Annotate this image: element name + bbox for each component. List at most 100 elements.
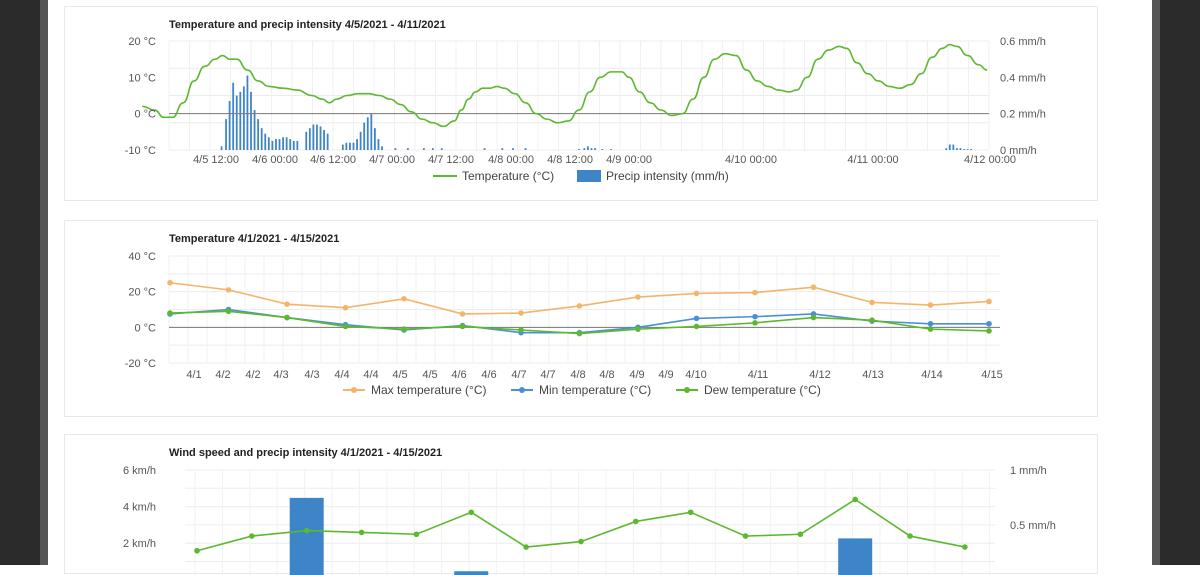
wind-speed-point — [523, 544, 529, 550]
right-window-border — [1152, 0, 1200, 565]
max-temperature-point — [635, 294, 641, 300]
x-axis-tick: 4/7 00:00 — [369, 154, 415, 166]
x-axis-tick: 4/3 — [273, 369, 288, 381]
precip-bar — [970, 149, 973, 150]
precip-bar — [275, 139, 277, 150]
precip-bar — [601, 149, 604, 150]
precip-bar — [257, 119, 260, 150]
y-axis-left-tick: 6 km/h — [123, 465, 156, 477]
x-axis-tick: 4/6 — [481, 369, 496, 381]
wind-speed-point — [962, 544, 968, 550]
y-axis-left-tick: 2 km/h — [123, 538, 156, 550]
x-axis-tick: 4/12 00:00 — [964, 154, 1016, 166]
x-axis-tick: 4/7 — [511, 369, 526, 381]
chart-temperature-range: Temperature 4/1/2021 - 4/15/2021 40 °C 20… — [125, 233, 1003, 397]
y-axis-left-tick: 0 °C — [134, 109, 156, 121]
precip-bar — [289, 497, 324, 575]
chart-title: Temperature 4/1/2021 - 4/15/2021 — [169, 233, 339, 245]
chart-legend: Temperature (°C) Precip intensity (mm/h) — [433, 169, 729, 183]
precip-bar — [312, 124, 315, 150]
x-axis-tick: 4/13 — [862, 369, 883, 381]
min-temperature-legend-marker — [519, 387, 525, 393]
x-axis-tick: 4/5 — [392, 369, 407, 381]
dew-temperature-point — [284, 314, 290, 321]
min-temperature-point — [752, 313, 758, 320]
precip-bar — [377, 139, 380, 150]
wind-speed-point — [907, 533, 913, 539]
dew-temperature-point — [401, 326, 407, 332]
y-axis-right-tick: 0.5 mm/h — [1010, 520, 1056, 532]
legend-max-label[interactable]: Max temperature (°C) — [371, 383, 487, 397]
precip-bar — [246, 75, 249, 150]
x-axis-tick: 4/7 12:00 — [428, 154, 474, 166]
legend-precip-label[interactable]: Precip intensity (mm/h) — [606, 169, 729, 183]
precip-bar — [345, 142, 348, 150]
dew-temperature-legend-marker — [684, 387, 690, 393]
precip-bar — [308, 128, 311, 150]
precip-bar — [323, 130, 325, 150]
max-temperature-point — [927, 302, 934, 308]
precip-bar — [285, 137, 288, 150]
max-temperature-point — [225, 287, 232, 293]
legend-dew-label[interactable]: Dew temperature (°C) — [704, 383, 821, 397]
x-axis-tick: 4/8 00:00 — [488, 154, 534, 166]
dew-temperature-point — [342, 323, 349, 330]
precip-bar — [952, 144, 955, 150]
precip-bar — [610, 149, 612, 150]
precip-bar — [267, 137, 270, 150]
max-temperature-point — [576, 303, 583, 309]
precip-bar — [253, 110, 256, 150]
precip-bar — [838, 538, 873, 575]
precip-bar — [289, 139, 292, 150]
chart-wind-precip: Wind speed and precip intensity 4/1/2021… — [123, 447, 1056, 575]
x-axis-tick: 4/5 — [422, 369, 437, 381]
x-axis-tick: 4/3 — [304, 369, 319, 381]
x-axis-tick: 4/4 — [363, 369, 378, 381]
precip-bar — [319, 126, 322, 150]
temperature-series-line — [142, 43, 988, 128]
y-axis-tick: 20 °C — [128, 287, 156, 299]
x-axis-tick: 4/14 — [921, 369, 942, 381]
precip-bar — [363, 122, 366, 150]
y-axis-right-tick: 0.4 mm/h — [1000, 72, 1046, 84]
x-axis-tick: 4/1 — [186, 369, 201, 381]
chart-panel-wind-precip: Wind speed and precip intensity 4/1/2021… — [64, 434, 1098, 575]
dew-temperature-point — [518, 327, 524, 333]
max-temperature-point — [752, 289, 758, 296]
precip-bar — [959, 148, 962, 150]
x-axis-tick: 4/11 00:00 — [847, 154, 898, 166]
legend-precip-swatch — [577, 170, 601, 182]
precip-bar — [373, 128, 376, 150]
precip-bar — [394, 148, 397, 150]
precip-bar — [228, 100, 231, 150]
precip-bar — [292, 140, 295, 150]
max-temperature-point — [284, 301, 290, 307]
wind-speed-point — [852, 496, 858, 503]
max-temperature-point — [342, 304, 349, 311]
legend-min-label[interactable]: Min temperature (°C) — [539, 383, 651, 397]
wind-speed-point — [249, 533, 255, 539]
precip-bar — [341, 144, 344, 150]
wind-speed-point — [687, 509, 694, 516]
min-temperature-point — [927, 320, 934, 327]
x-axis-tick: 4/8 — [570, 369, 585, 381]
wind-speed-point — [194, 547, 200, 554]
wind-speed-point — [303, 527, 310, 534]
x-axis-tick: 4/11 — [748, 369, 769, 381]
wind-speed-point — [797, 531, 804, 538]
x-axis-tick: 4/6 — [451, 369, 466, 381]
dew-temperature-point — [869, 317, 875, 323]
chart-panel-temp-precip-week: Temperature and precip intensity 4/5/202… — [64, 6, 1098, 201]
dew-temperature-point — [576, 330, 583, 337]
precip-bar — [578, 149, 580, 150]
precip-bar — [242, 86, 245, 150]
dew-temperature-point — [225, 308, 232, 315]
wind-speed-point — [358, 529, 365, 536]
dew-temperature-point — [752, 320, 758, 326]
precip-bar — [590, 148, 593, 150]
x-axis-tick: 4/10 00:00 — [725, 154, 777, 166]
x-axis-tick: 4/5 12:00 — [193, 154, 239, 166]
precip-bar — [316, 124, 318, 150]
precip-bar — [220, 146, 223, 150]
legend-temperature-label[interactable]: Temperature (°C) — [462, 169, 554, 183]
